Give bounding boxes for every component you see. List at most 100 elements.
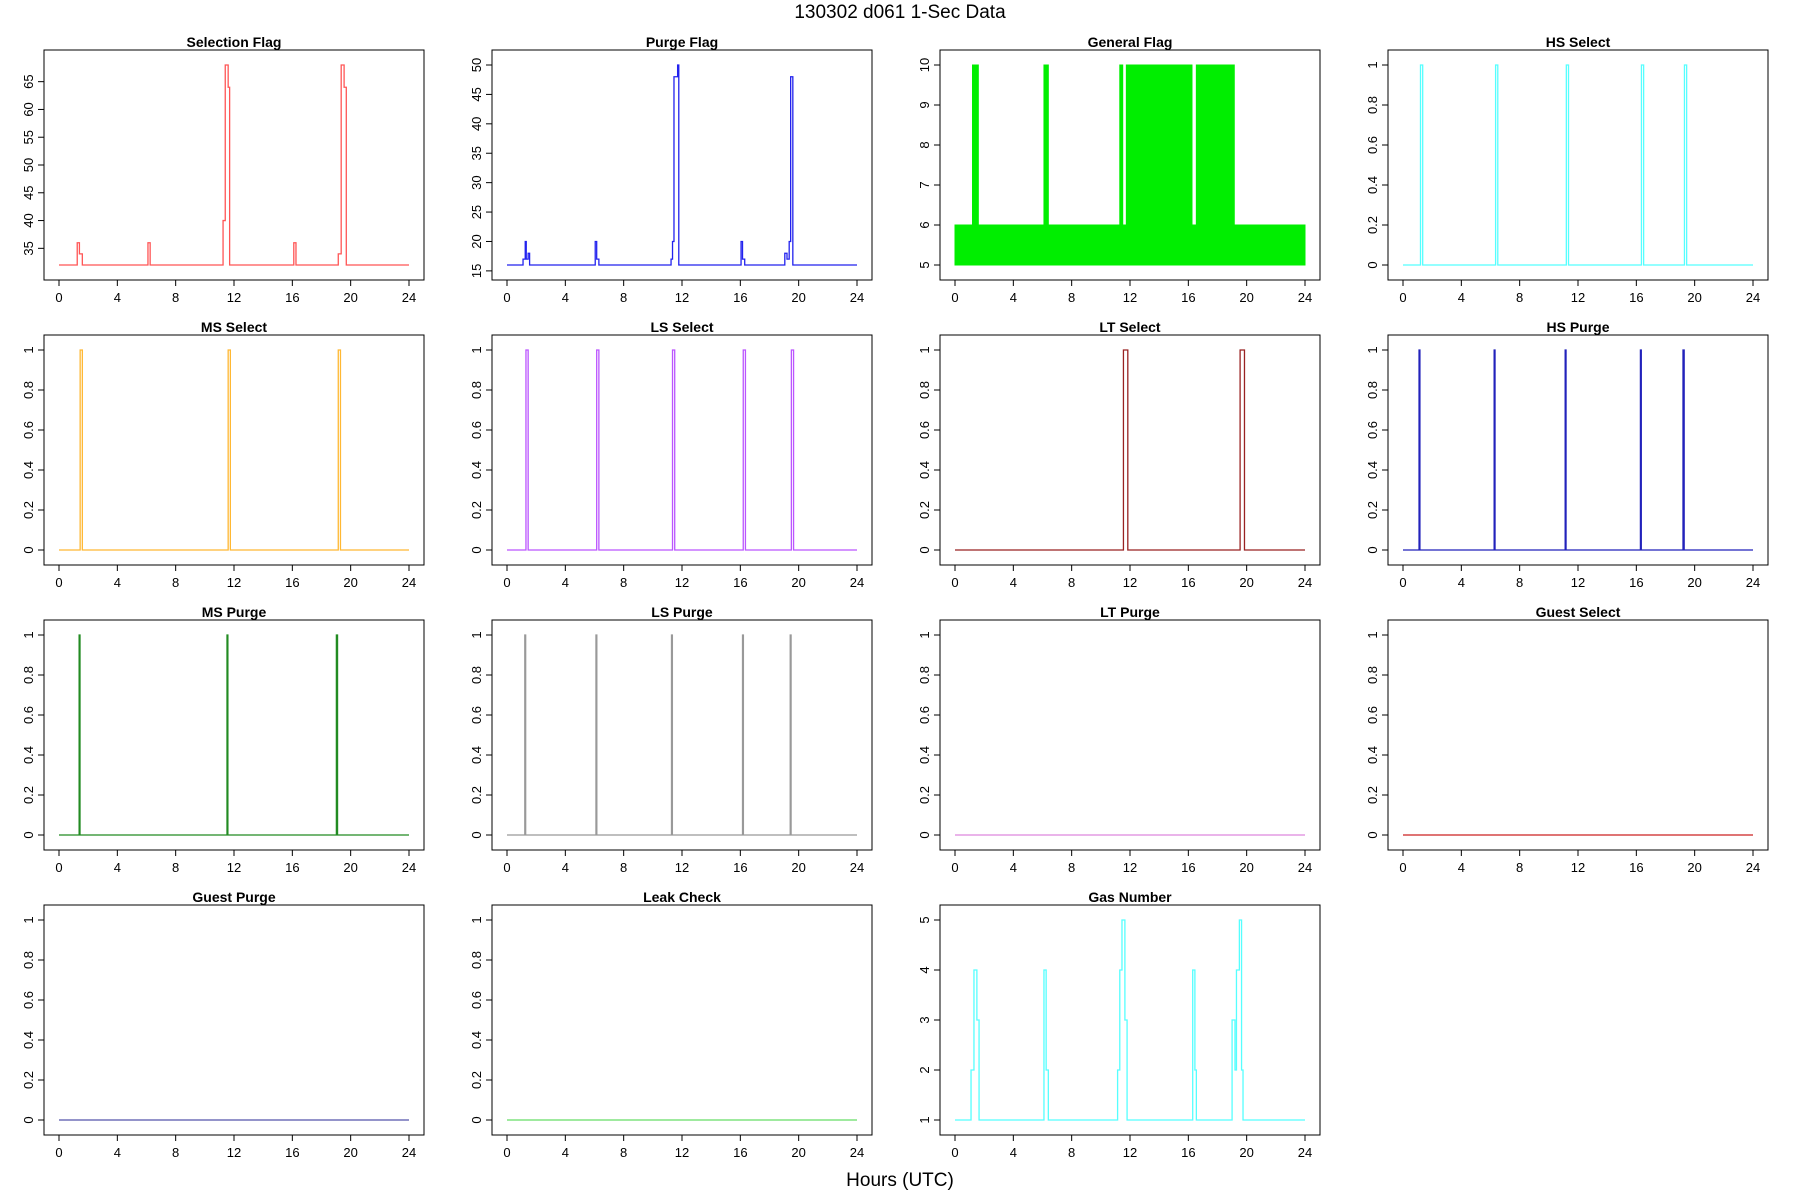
x-tick-label: 16 (1629, 860, 1643, 875)
y-tick-label: 1 (1365, 631, 1380, 638)
x-tick-label: 0 (1399, 860, 1406, 875)
y-tick-label: 0.6 (917, 706, 932, 724)
x-tick-label: 12 (675, 290, 689, 305)
panel-guest-select: Guest Select 0 4 8 12 16 20 24 0 0.2 0.4 0.6 0.8 1 (1365, 604, 1769, 875)
panel-title: LT Purge (1100, 604, 1160, 620)
y-tick-label: 0.6 (469, 421, 484, 439)
x-tick-label: 0 (55, 290, 62, 305)
y-tick-label: 4 (917, 966, 932, 973)
x-tick-label: 20 (791, 575, 805, 590)
panel-title: LS Select (650, 319, 713, 335)
x-tick-label: 4 (1010, 860, 1017, 875)
x-tick-label: 8 (1068, 290, 1075, 305)
x-tick-label: 8 (172, 290, 179, 305)
x-tick-label: 0 (951, 575, 958, 590)
x-tick-label: 4 (1010, 575, 1017, 590)
y-tick-label: 1 (21, 916, 36, 923)
x-tick-label: 24 (402, 860, 416, 875)
series-line (1403, 64, 1753, 266)
y-tick-label: 0.8 (469, 381, 484, 399)
x-tick-label: 0 (55, 575, 62, 590)
x-tick-label: 24 (402, 575, 416, 590)
x-tick-label: 0 (1399, 290, 1406, 305)
plot-frame (43, 619, 425, 851)
y-tick-label: 45 (21, 186, 36, 200)
y-tick-label: 0 (21, 1116, 36, 1123)
y-tick-label: 10 (917, 58, 932, 72)
panel-title: Guest Purge (192, 889, 275, 905)
panel-title: Guest Select (1536, 604, 1621, 620)
y-tick-label: 0 (1365, 546, 1380, 553)
y-tick-label: 0.4 (917, 461, 932, 479)
x-tick-label: 4 (1010, 1145, 1017, 1160)
x-tick-label: 12 (1123, 290, 1137, 305)
x-tick-label: 24 (1298, 860, 1312, 875)
panel-ms-purge: MS Purge 0 4 8 12 16 20 24 0 0.2 0.4 0.6 0.8 1 (21, 604, 425, 875)
x-tick-label: 24 (850, 1145, 864, 1160)
x-tick-label: 4 (114, 860, 121, 875)
y-tick-label: 0.2 (469, 501, 484, 519)
y-tick-label: 40 (469, 117, 484, 131)
y-tick-label: 0.4 (469, 1031, 484, 1049)
y-tick-label: 0.6 (469, 991, 484, 1009)
x-tick-label: 0 (55, 860, 62, 875)
x-tick-label: 12 (1571, 575, 1585, 590)
panel-hs-purge: HS Purge 0 4 8 12 16 20 24 0 0.2 0.4 0.6 0.8 1 (1365, 319, 1769, 590)
plot-frame (1387, 49, 1769, 281)
x-tick-label: 20 (1239, 1145, 1253, 1160)
y-tick-label: 0.8 (1365, 666, 1380, 684)
x-tick-label: 12 (227, 860, 241, 875)
y-tick-label: 0.6 (1365, 421, 1380, 439)
series-line (955, 919, 1305, 1121)
x-tick-label: 12 (675, 860, 689, 875)
y-tick-label: 0 (21, 546, 36, 553)
x-tick-label: 12 (1571, 290, 1585, 305)
panel-title: MS Select (201, 319, 267, 335)
panel-guest-purge: Guest Purge 0 4 8 12 16 20 24 0 0.2 0.4 0.6 0.8 1 (21, 889, 425, 1160)
y-tick-label: 0.2 (917, 786, 932, 804)
y-tick-label: 0.8 (21, 666, 36, 684)
y-tick-label: 0.4 (469, 461, 484, 479)
x-tick-label: 12 (1123, 860, 1137, 875)
x-tick-label: 24 (1298, 290, 1312, 305)
x-tick-label: 4 (114, 1145, 121, 1160)
series-line (507, 349, 857, 551)
x-tick-label: 16 (285, 1145, 299, 1160)
x-tick-label: 12 (675, 1145, 689, 1160)
figure-title: 130302 d061 1-Sec Data (794, 2, 1006, 23)
x-tick-label: 4 (562, 1145, 569, 1160)
panel-title: Purge Flag (646, 34, 718, 50)
y-tick-label: 0.4 (21, 1031, 36, 1049)
x-tick-label: 4 (1458, 860, 1465, 875)
y-tick-label: 0.8 (469, 666, 484, 684)
x-tick-label: 20 (1687, 860, 1701, 875)
y-tick-label: 1 (469, 631, 484, 638)
x-tick-label: 12 (227, 290, 241, 305)
y-tick-label: 0.4 (917, 746, 932, 764)
x-tick-label: 12 (227, 1145, 241, 1160)
y-tick-label: 1 (1365, 346, 1380, 353)
x-tick-label: 20 (343, 860, 357, 875)
y-tick-label: 65 (21, 74, 36, 88)
panel-title: General Flag (1088, 34, 1173, 50)
y-tick-label: 0.8 (1365, 381, 1380, 399)
x-tick-label: 16 (1181, 575, 1195, 590)
y-tick-label: 0.4 (1365, 746, 1380, 764)
x-tick-label: 0 (503, 575, 510, 590)
y-tick-label: 1 (21, 346, 36, 353)
x-tick-label: 20 (1239, 290, 1253, 305)
y-tick-label: 20 (469, 234, 484, 248)
x-tick-label: 20 (1687, 575, 1701, 590)
series-line (59, 64, 409, 266)
series-line (59, 634, 409, 836)
panel-purge-flag: Purge Flag 0 4 8 12 16 20 24 15 20 25 30 35 40 45 50 (469, 34, 873, 305)
y-tick-label: 0 (1365, 831, 1380, 838)
plot-frame (939, 619, 1321, 851)
x-tick-label: 4 (562, 860, 569, 875)
y-tick-label: 45 (469, 87, 484, 101)
x-tick-label: 8 (620, 1145, 627, 1160)
panel-ls-select: LS Select 0 4 8 12 16 20 24 0 0.2 0.4 0.6 0.8 1 (469, 319, 873, 590)
panel-title: HS Select (1546, 34, 1611, 50)
plot-frame (939, 49, 1321, 281)
